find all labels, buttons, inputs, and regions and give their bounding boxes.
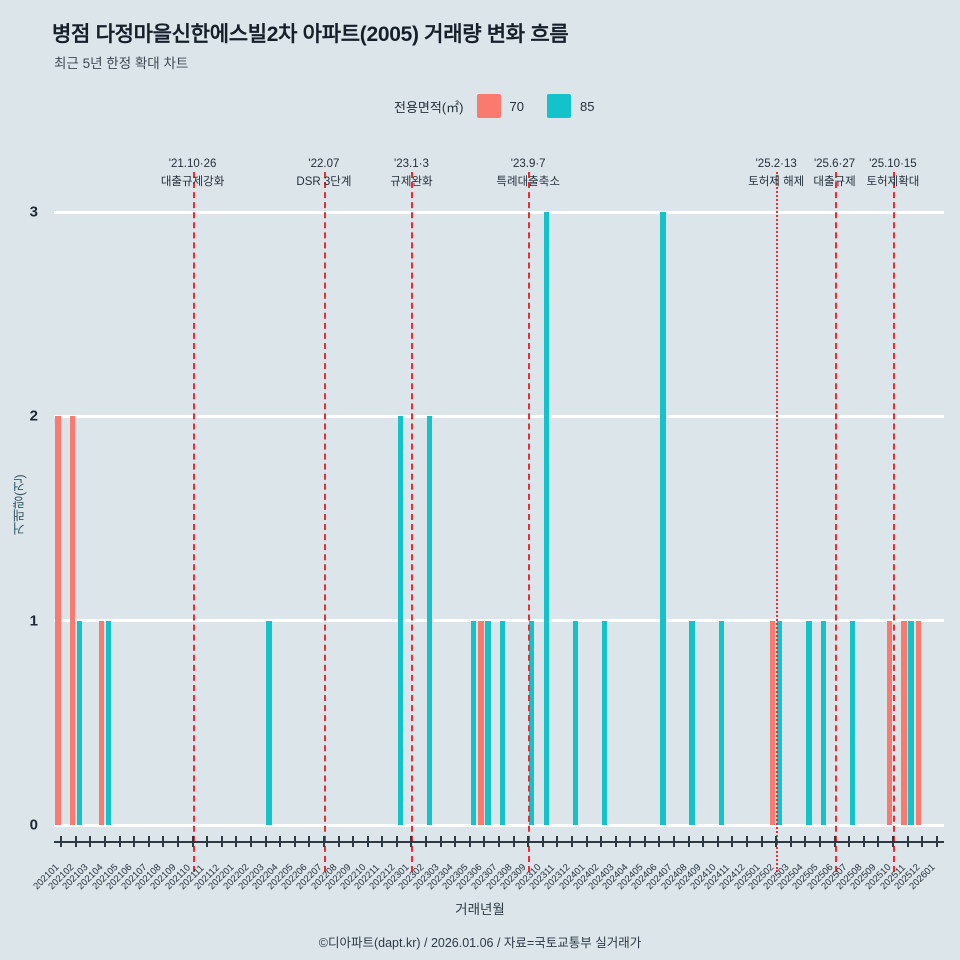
event-line-202309	[528, 172, 531, 872]
event-label-202110: '21.10·26 대출규제강화	[161, 156, 224, 192]
event-name: 규제완화	[390, 175, 433, 188]
bar-70-202502[interactable]	[769, 620, 776, 825]
bar-85-202504[interactable]	[806, 620, 812, 825]
event-date: '21.10·26	[168, 158, 217, 170]
event-date: '25.10·15	[869, 158, 917, 170]
gridline	[54, 210, 944, 214]
event-label-202207: '22.07 DSR 3단계	[296, 156, 351, 192]
event-date: '23.9·7	[510, 158, 546, 170]
legend-label-85: 85	[579, 98, 595, 114]
bar-70-202306[interactable]	[478, 620, 484, 825]
event-date: '22.07	[308, 158, 340, 170]
event-label-202506: '25.6·27 대출규제	[813, 156, 855, 192]
event-name: 특례대출축소	[496, 175, 560, 188]
event-line-202502	[776, 172, 779, 872]
bar-70-202101[interactable]	[55, 416, 61, 825]
bar-85-202410[interactable]	[718, 620, 725, 825]
bar-85-202312[interactable]	[572, 620, 579, 825]
event-date: '25.2·13	[755, 158, 797, 170]
event-label-202510: '25.10·15 토허제확대	[866, 156, 919, 192]
event-date: '25.6·27	[813, 158, 856, 170]
event-name: 토허제확대	[866, 175, 920, 188]
bar-85-202104[interactable]	[105, 620, 112, 825]
event-label-202502: '25.2·13 토허제 해제	[748, 156, 804, 192]
bar-85-202307[interactable]	[499, 620, 506, 825]
bar-85-202402[interactable]	[601, 620, 608, 825]
bar-70-202510[interactable]	[886, 620, 893, 825]
y-tick-label: 3	[29, 203, 38, 221]
bar-70-202511[interactable]	[901, 620, 907, 825]
event-line-202510	[892, 172, 895, 872]
event-line-202301	[411, 172, 414, 872]
bar-85-202511[interactable]	[908, 620, 914, 825]
legend-item-70[interactable]: 70	[476, 94, 524, 118]
bar-85-202302[interactable]	[426, 416, 433, 825]
y-tick-label: 0	[29, 816, 38, 834]
bar-85-202309[interactable]	[528, 620, 535, 825]
bar-85-202507[interactable]	[849, 620, 856, 825]
event-line-202110	[192, 172, 195, 872]
bar-85-202306[interactable]	[485, 620, 491, 825]
bar-85-202305[interactable]	[470, 620, 477, 825]
bar-70-202102[interactable]	[69, 416, 76, 825]
bar-70-202104[interactable]	[98, 620, 105, 825]
event-name: 대출규제	[813, 175, 856, 188]
footer-credit: ©디아파트(dapt.kr) / 2026.01.06 / 자료=국토교통부 실…	[318, 936, 642, 950]
y-tick-label: 1	[29, 612, 38, 630]
legend-swatch-70	[476, 94, 501, 118]
gridline	[54, 619, 944, 623]
gridline	[54, 823, 944, 827]
bar-85-202408[interactable]	[689, 620, 695, 825]
event-name: DSR 3단계	[296, 175, 352, 188]
event-name: 토허제 해제	[748, 175, 805, 188]
page-title: 병점 다정마을신한에스빌2차 아파트(2005) 거래량 변화 흐름	[52, 23, 569, 46]
legend-item-85[interactable]: 85	[546, 94, 595, 118]
y-axis-tick-labels: 0 1 2 3	[0, 204, 46, 834]
x-axis-title: 거래년월	[455, 902, 505, 917]
event-date: '23.1·3	[394, 158, 429, 170]
page-subtitle: 최근 5년 한정 확대 차트	[54, 56, 189, 71]
bar-85-202505[interactable]	[820, 620, 827, 825]
event-name: 대출규제강화	[160, 175, 225, 188]
bar-85-202406[interactable]	[660, 212, 666, 825]
bar-85-202102[interactable]	[76, 620, 83, 825]
y-tick-label: 2	[29, 407, 38, 425]
event-line-202207	[323, 172, 326, 872]
bar-85-202502[interactable]	[776, 620, 783, 825]
gridline	[54, 414, 944, 418]
event-label-202309: '23.9·7 특례대출축소	[496, 156, 559, 192]
bar-85-202203[interactable]	[266, 620, 272, 825]
event-label-202301: '23.1·3 규제완화	[390, 156, 432, 192]
legend-swatch-85	[546, 94, 571, 118]
x-axis-line	[54, 841, 944, 843]
legend: 전용면적(㎡) 70 85	[394, 94, 594, 118]
bar-70-202512[interactable]	[915, 620, 922, 825]
bar-85-202310[interactable]	[543, 212, 550, 825]
event-line-202506	[834, 172, 837, 872]
bar-85-202212[interactable]	[397, 416, 404, 825]
legend-label-70: 70	[509, 98, 524, 114]
legend-title: 전용면적(㎡)	[394, 99, 464, 115]
plot-area	[54, 172, 944, 872]
